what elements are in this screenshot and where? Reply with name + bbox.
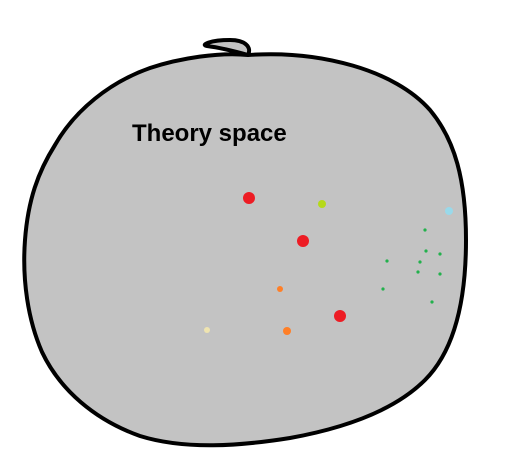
- theory-point: [277, 286, 283, 292]
- theory-point: [418, 260, 422, 264]
- theory-point: [416, 270, 420, 274]
- theory-point: [424, 249, 428, 253]
- theory-point: [297, 235, 309, 247]
- points-layer: [204, 192, 453, 335]
- theory-point: [438, 272, 442, 276]
- theory-point: [438, 252, 442, 256]
- theory-point: [423, 228, 427, 232]
- theory-point: [318, 200, 326, 208]
- theory-point: [334, 310, 346, 322]
- theory-space-region: [22, 38, 468, 448]
- theory-point: [430, 300, 434, 304]
- theory-point: [385, 259, 389, 263]
- theory-point: [243, 192, 255, 204]
- theory-point: [445, 207, 453, 215]
- theory-space-label: Theory space: [132, 120, 287, 147]
- theory-point: [204, 327, 210, 333]
- theory-point: [381, 287, 385, 291]
- theory-point: [283, 327, 291, 335]
